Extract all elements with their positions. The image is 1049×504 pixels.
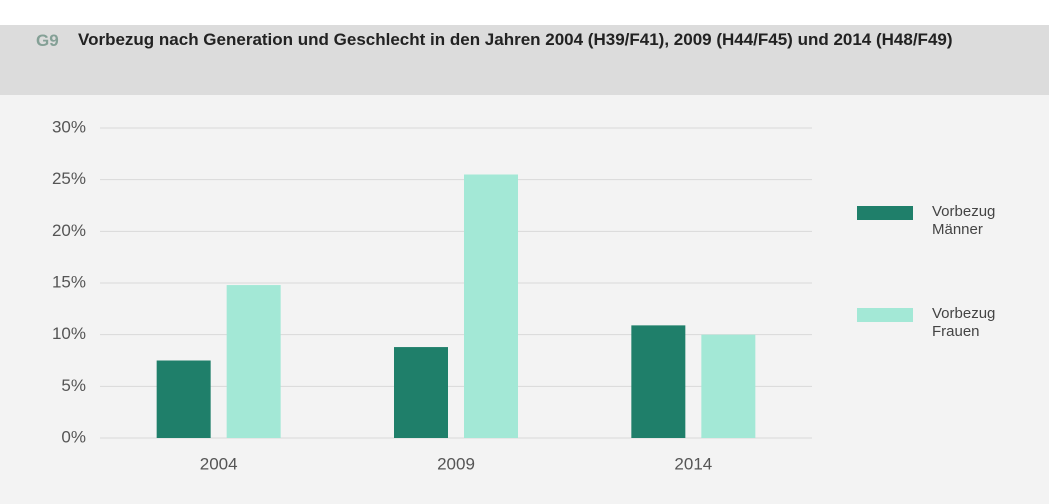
y-tick-label: 5%	[61, 376, 86, 395]
bar	[394, 347, 448, 438]
legend-label: Vorbezug Frauen	[932, 305, 996, 340]
x-tick-label: 2009	[437, 454, 475, 473]
y-tick-label: 30%	[52, 117, 86, 136]
bar	[156, 360, 211, 438]
y-tick-label: 20%	[52, 221, 86, 240]
bar	[701, 334, 756, 438]
x-tick-label: 2014	[674, 454, 712, 473]
chart-code: G9	[36, 31, 59, 50]
y-tick-label: 0%	[61, 427, 86, 446]
x-tick-label: 2004	[200, 454, 238, 473]
bar	[464, 174, 518, 438]
legend-label: Vorbezug Männer	[932, 203, 996, 238]
y-tick-label: 10%	[52, 324, 86, 343]
y-tick-label: 15%	[52, 272, 86, 291]
legend-swatch	[857, 206, 913, 220]
bar	[631, 325, 686, 438]
chart-title: Vorbezug nach Generation und Geschlecht …	[78, 30, 953, 49]
y-tick-label: 25%	[52, 169, 86, 188]
legend-swatch	[857, 308, 913, 322]
bar	[226, 285, 281, 438]
header: G9 Vorbezug nach Generation und Geschlec…	[0, 25, 1049, 95]
